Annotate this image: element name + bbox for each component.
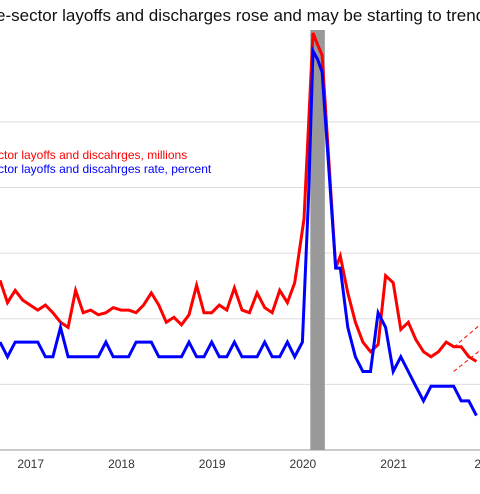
x-tick-labels: 2017 2018 2019 2020 2021 202 [17, 457, 480, 471]
x-tick-label: 2019 [199, 457, 226, 471]
x-tick-label: 2018 [108, 457, 135, 471]
series-line-0 [0, 32, 478, 363]
series-line-1 [0, 45, 478, 417]
chart-title: e-sector layoffs and discharges rose and… [0, 6, 480, 25]
trend-upper-line [453, 324, 480, 348]
series-lines [0, 32, 478, 417]
legend-entry-rate: ctor layoffs and discahrges rate, percen… [0, 162, 212, 176]
x-tick-label: 2020 [290, 457, 317, 471]
trend-channel [453, 324, 480, 372]
trend-lower-line [453, 350, 480, 372]
legend-entry-millions: ctor layoffs and discahrges, millions [0, 148, 188, 162]
x-tick-label: 2021 [380, 457, 407, 471]
x-tick-label: 202 [474, 457, 480, 471]
recession-band [310, 30, 325, 450]
x-tick-label: 2017 [17, 457, 44, 471]
gridlines [0, 121, 480, 385]
